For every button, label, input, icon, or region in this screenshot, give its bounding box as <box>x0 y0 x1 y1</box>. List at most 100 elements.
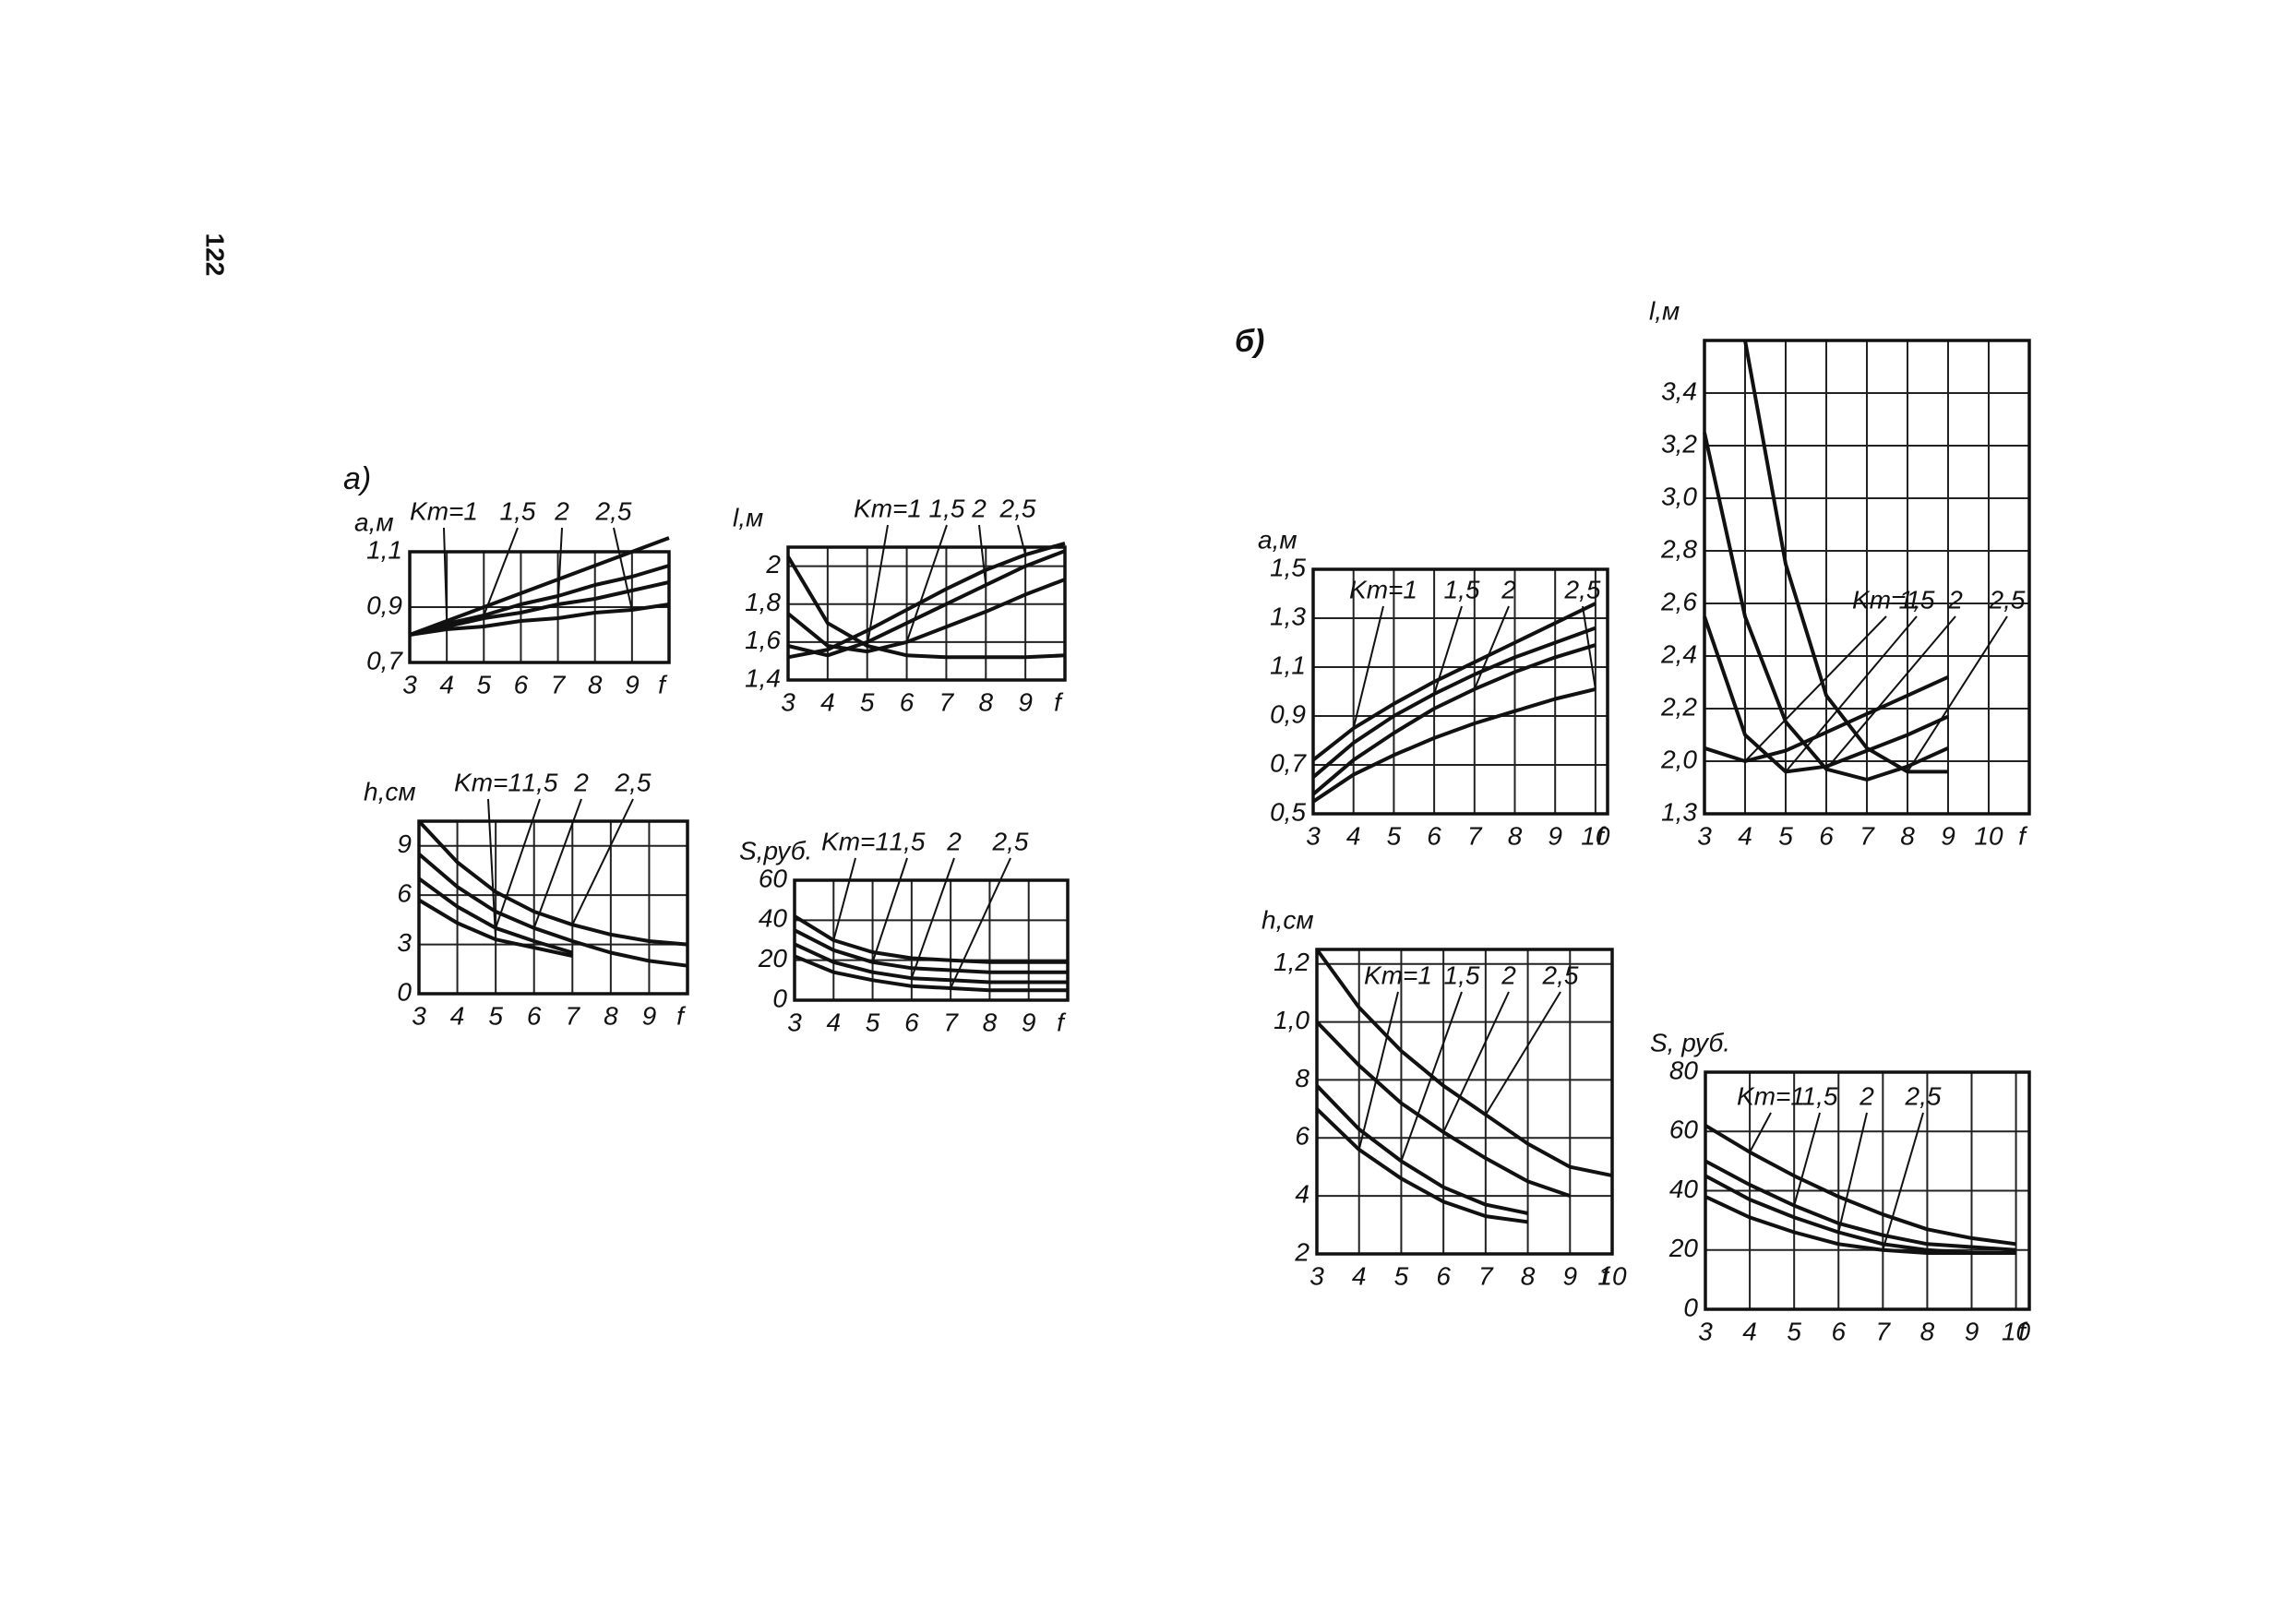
leader-line <box>1352 605 1384 729</box>
legend-label: 2 <box>1859 1081 1874 1110</box>
legend-label: 1,5 <box>1899 585 1935 614</box>
legend-label: 2 <box>1501 961 1516 989</box>
leader-line <box>1825 615 1956 770</box>
series-line <box>794 928 1068 974</box>
legend-label: Kт=1 <box>454 768 522 796</box>
legend-label: 1,5 <box>890 827 926 855</box>
y-tick-label: 8 <box>1295 1064 1309 1092</box>
x-tick-label: 3 <box>412 1001 426 1030</box>
leader-line <box>871 857 908 963</box>
y-tick-label: 1,4 <box>745 663 781 692</box>
plot-frame <box>1311 567 1609 816</box>
legend-label: Kт=1 <box>821 827 890 855</box>
leader-line <box>978 524 987 586</box>
x-tick-label: 6 <box>900 687 915 716</box>
x-tick-label: 3 <box>787 1008 802 1036</box>
x-tick-label: 4 <box>1352 1261 1367 1290</box>
legend-label: 1,5 <box>929 494 965 522</box>
x-tick-label: 8 <box>983 1008 998 1036</box>
series-line <box>417 853 688 968</box>
x-tick-label: 3 <box>781 687 795 716</box>
x-tick-label: 9 <box>1548 821 1562 850</box>
series-line <box>417 819 688 947</box>
x-tick-label: 6 <box>1436 1261 1451 1290</box>
y-tick-label: 2 <box>765 550 781 579</box>
x-tick-label: 3 <box>1697 821 1712 850</box>
y-tick-label: 2,0 <box>1660 745 1697 773</box>
legend-label: 1,5 <box>1444 575 1480 603</box>
y-tick-label: 0 <box>1683 1293 1698 1321</box>
y-tick-label: 1,5 <box>1270 553 1306 581</box>
x-tick-label: 7 <box>943 1008 959 1036</box>
leader-line <box>1582 605 1596 690</box>
series-line <box>787 541 1066 660</box>
x-tick-label: 6 <box>527 1001 542 1030</box>
legend-label: Kт=1 <box>410 496 478 525</box>
plot-frame <box>1315 948 1614 1256</box>
x-tick-label: 7 <box>1467 821 1483 850</box>
page-number: 122 <box>201 233 230 277</box>
x-axis-label: f <box>2018 1317 2028 1345</box>
x-tick-label: 7 <box>1478 1261 1494 1290</box>
series-line <box>1315 1020 1571 1198</box>
y-tick-label: 20 <box>758 944 788 973</box>
legend-label: 2 <box>971 494 987 522</box>
series-line <box>409 603 670 637</box>
x-tick-label: 5 <box>860 687 875 716</box>
series-line <box>1311 602 1596 762</box>
x-axis-label: f <box>2018 821 2028 850</box>
x-tick-label: 4 <box>820 687 835 716</box>
y-axis-label: l,м <box>733 503 763 531</box>
x-axis-label: f <box>658 670 668 698</box>
x-tick-label: 4 <box>1738 821 1752 850</box>
y-axis-label: h,см <box>364 777 416 805</box>
series-line <box>1703 432 1949 782</box>
x-tick-label: 6 <box>514 670 529 698</box>
y-tick-label: 6 <box>1295 1122 1309 1151</box>
leader-line <box>1744 615 1887 762</box>
y-tick-label: 3,2 <box>1661 429 1697 458</box>
leader-line <box>556 527 563 605</box>
legend-label: Kт=1 <box>854 494 922 522</box>
x-tick-label: 5 <box>866 1008 880 1036</box>
leader-line <box>613 527 633 611</box>
legend-label: 2 <box>554 496 569 525</box>
x-tick-label: 8 <box>1521 1261 1536 1290</box>
legend-label: 2,5 <box>595 496 632 525</box>
leader-line <box>832 857 856 941</box>
leader-line <box>487 798 497 940</box>
leader-line <box>571 798 634 925</box>
y-tick-label: 2,2 <box>1660 692 1697 721</box>
x-tick-label: 6 <box>1831 1317 1846 1345</box>
x-tick-label: 4 <box>439 670 454 698</box>
series-line <box>417 877 573 955</box>
y-tick-label: 0 <box>397 977 412 1006</box>
x-tick-label: 8 <box>1920 1317 1935 1345</box>
y-tick-label: 1,0 <box>1274 1006 1309 1034</box>
x-axis-label: f <box>1057 1008 1067 1036</box>
series-line <box>1704 1159 2016 1252</box>
legend-label: 2,5 <box>1989 585 2026 614</box>
leader-line <box>905 524 948 643</box>
leader-line <box>483 527 519 616</box>
x-tick-label: 9 <box>1022 1008 1036 1036</box>
y-tick-label: 3,4 <box>1661 376 1697 405</box>
leader-line <box>866 524 889 647</box>
x-tick-label: 7 <box>1860 821 1875 850</box>
series-line <box>786 555 1066 660</box>
y-tick-label: 1,1 <box>1270 650 1306 679</box>
y-tick-label: 60 <box>1669 1116 1699 1144</box>
y-tick-label: 0 <box>772 984 787 1012</box>
y-tick-label: 1,3 <box>1661 797 1697 826</box>
legend-label: 2,5 <box>615 768 652 796</box>
leader-line <box>1485 991 1561 1116</box>
panel-label: а) <box>343 461 371 496</box>
series-line <box>1315 948 1613 1178</box>
legend-label: 1,5 <box>1802 1081 1838 1110</box>
legend-label: 2,5 <box>992 827 1029 855</box>
